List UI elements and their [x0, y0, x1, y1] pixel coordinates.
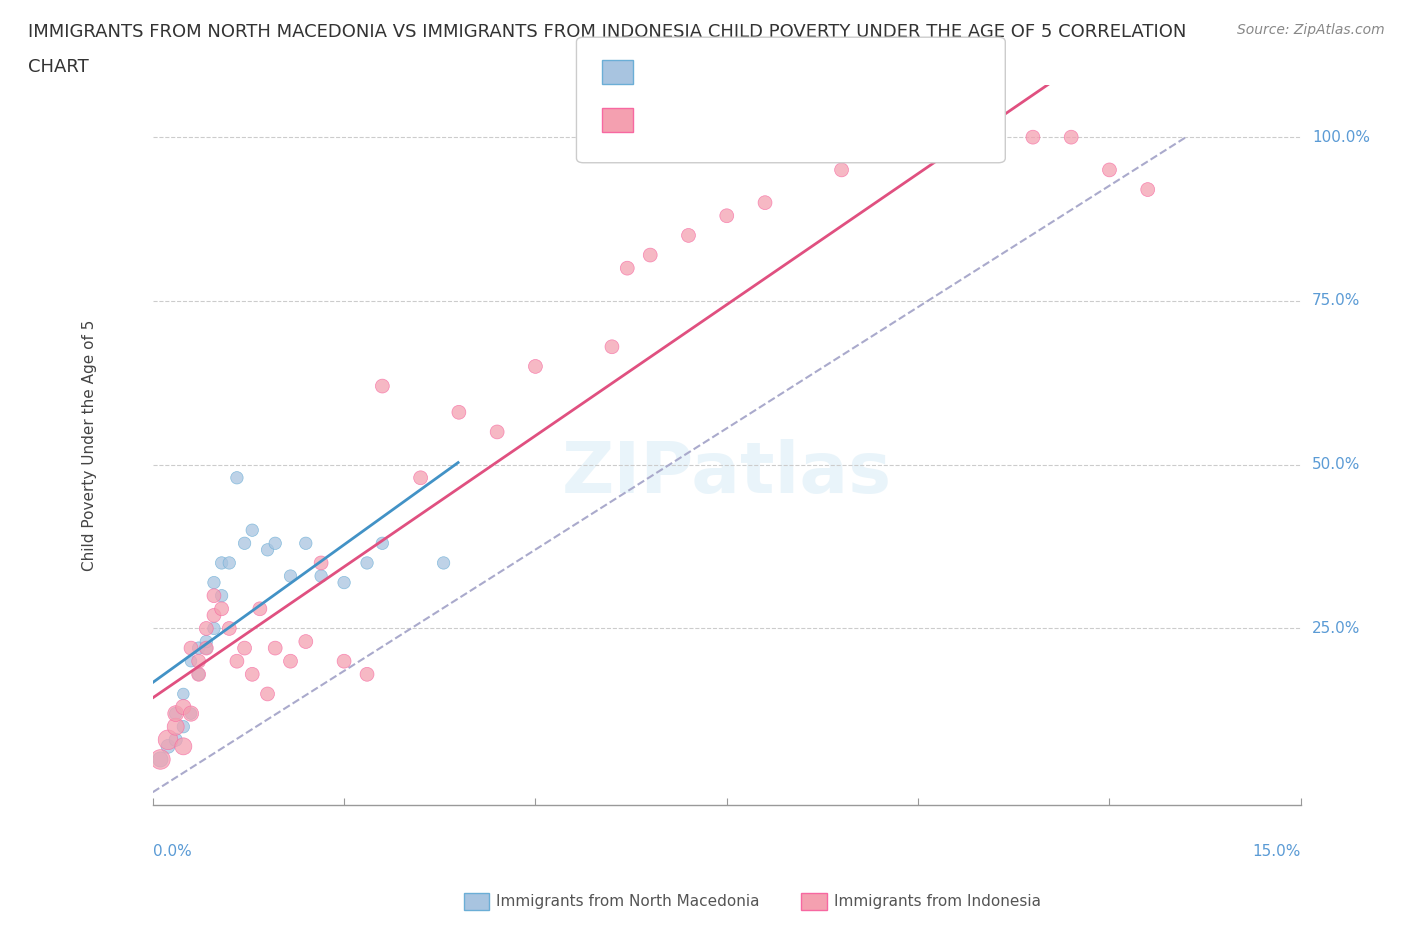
Point	[172, 739, 194, 754]
Point	[172, 686, 194, 701]
Text: Immigrants from Indonesia: Immigrants from Indonesia	[834, 894, 1040, 909]
Point	[256, 686, 278, 701]
Text: 0.0%: 0.0%	[153, 844, 191, 859]
Point	[202, 608, 225, 623]
Text: N = 29: N = 29	[794, 62, 856, 81]
Text: 25.0%: 25.0%	[1312, 621, 1360, 636]
Point	[295, 634, 318, 649]
Point	[356, 667, 378, 682]
Point	[165, 732, 187, 747]
Point	[180, 706, 202, 721]
Point	[716, 208, 738, 223]
Point	[1022, 129, 1045, 144]
Text: IMMIGRANTS FROM NORTH MACEDONIA VS IMMIGRANTS FROM INDONESIA CHILD POVERTY UNDER: IMMIGRANTS FROM NORTH MACEDONIA VS IMMIG…	[28, 23, 1187, 41]
Point	[195, 621, 218, 636]
Point	[233, 536, 256, 551]
Point	[195, 641, 218, 656]
Point	[195, 641, 218, 656]
Point	[202, 575, 225, 590]
Text: R = 0.809: R = 0.809	[644, 111, 734, 129]
Point	[187, 667, 209, 682]
Point	[432, 555, 454, 570]
Point	[486, 424, 509, 439]
Point	[600, 339, 623, 354]
Point	[187, 641, 209, 656]
Point	[172, 719, 194, 734]
Point	[240, 667, 263, 682]
Point	[333, 654, 356, 669]
Point	[233, 641, 256, 656]
Text: CHART: CHART	[28, 58, 89, 75]
Point	[869, 143, 891, 158]
Point	[218, 621, 240, 636]
Point	[1136, 182, 1159, 197]
Point	[157, 732, 180, 747]
Point	[616, 260, 638, 275]
Point	[226, 654, 249, 669]
Point	[295, 536, 318, 551]
Point	[165, 706, 187, 721]
Point	[447, 405, 470, 419]
Point	[149, 752, 172, 767]
Point	[180, 641, 202, 656]
Point	[202, 621, 225, 636]
Point	[180, 654, 202, 669]
Point	[280, 654, 302, 669]
Point	[187, 667, 209, 682]
Text: 15.0%: 15.0%	[1253, 844, 1301, 859]
Point	[409, 471, 432, 485]
Text: ZIPatlas: ZIPatlas	[562, 439, 891, 509]
Text: N = 45: N = 45	[794, 111, 856, 129]
Text: 100.0%: 100.0%	[1312, 129, 1369, 145]
Point	[218, 555, 240, 570]
Point	[226, 471, 249, 485]
Point	[638, 247, 661, 262]
Point	[264, 641, 287, 656]
Text: 75.0%: 75.0%	[1312, 294, 1360, 309]
Point	[195, 634, 218, 649]
Point	[165, 719, 187, 734]
Point	[202, 589, 225, 604]
Point	[249, 602, 271, 617]
Point	[356, 555, 378, 570]
Point	[280, 568, 302, 583]
Point	[172, 699, 194, 714]
Point	[333, 575, 356, 590]
Point	[187, 654, 209, 669]
Point	[524, 359, 547, 374]
Point	[907, 143, 929, 158]
Text: 50.0%: 50.0%	[1312, 458, 1360, 472]
Point	[1098, 163, 1121, 178]
Point	[371, 536, 394, 551]
Text: Immigrants from North Macedonia: Immigrants from North Macedonia	[496, 894, 759, 909]
Point	[831, 163, 853, 178]
Text: Source: ZipAtlas.com: Source: ZipAtlas.com	[1237, 23, 1385, 37]
Point	[264, 536, 287, 551]
Point	[754, 195, 776, 210]
Point	[309, 555, 332, 570]
Text: Child Poverty Under the Age of 5: Child Poverty Under the Age of 5	[82, 319, 97, 571]
Point	[211, 555, 233, 570]
Point	[678, 228, 700, 243]
Point	[180, 706, 202, 721]
Point	[211, 589, 233, 604]
Point	[240, 523, 263, 538]
Point	[149, 752, 172, 767]
Point	[165, 706, 187, 721]
Point	[157, 739, 180, 754]
Point	[211, 602, 233, 617]
Point	[371, 379, 394, 393]
Point	[256, 542, 278, 557]
Point	[1060, 129, 1083, 144]
Text: R = 0.437: R = 0.437	[644, 62, 735, 81]
Point	[309, 568, 332, 583]
